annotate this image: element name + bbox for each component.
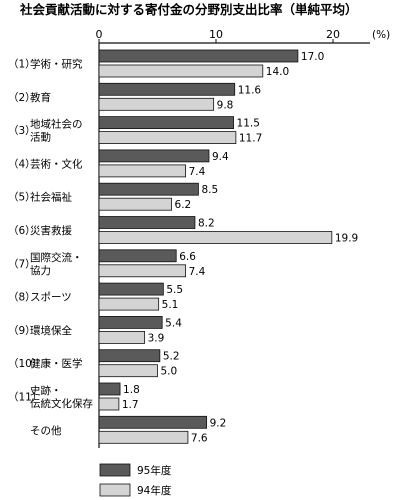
bar-value-label: 1.8 <box>123 384 140 396</box>
bar-value-label: 17.0 <box>301 51 324 63</box>
bar-95 <box>98 349 161 363</box>
legend-label: 94年度 <box>137 484 172 497</box>
bar-95 <box>98 282 164 296</box>
bar-value-label: 6.6 <box>179 251 196 263</box>
bar-value-label: 5.4 <box>165 317 182 329</box>
bar-value-label: 7.4 <box>189 266 206 278</box>
category-number: （11） <box>8 392 42 404</box>
x-tick-label: 0 <box>96 28 103 41</box>
bar-value-label: 5.0 <box>161 366 178 378</box>
bar-95 <box>98 116 234 129</box>
category-number: （10） <box>8 358 42 370</box>
bar-94 <box>98 397 120 411</box>
chart-title: 社会貢献活動に対する寄付金の分野別支出比率（単純平均） <box>19 2 358 17</box>
bar-value-label: 11.6 <box>238 84 262 96</box>
bar-95 <box>98 216 196 229</box>
bar-value-label: 7.6 <box>191 432 208 444</box>
legend-swatch <box>99 463 131 477</box>
bar-value-label: 19.9 <box>335 233 358 245</box>
x-tick-label: 10 <box>209 28 223 41</box>
bar-value-label: 7.4 <box>189 166 206 178</box>
bar-value-label: 8.5 <box>201 184 218 196</box>
bar-value-label: 5.5 <box>166 284 183 296</box>
category-number: （2） <box>8 92 36 104</box>
x-tick-label: 20 <box>326 28 340 41</box>
bar-94 <box>98 264 186 278</box>
bar-value-label: 11.7 <box>239 133 262 145</box>
legend-label: 95年度 <box>137 464 172 477</box>
category-label: 伝統文化保存 <box>30 397 93 410</box>
bar-95 <box>98 82 236 96</box>
bar-value-label: 11.5 <box>237 118 260 130</box>
bar-95 <box>98 315 163 329</box>
category-label: 社会福祉 <box>30 191 72 204</box>
bar-94 <box>98 231 333 244</box>
category-number: （6） <box>8 225 36 237</box>
bar-94 <box>98 131 237 145</box>
bar-value-label: 1.7 <box>122 399 139 411</box>
category-number: （5） <box>8 192 36 204</box>
bar-95 <box>98 249 177 263</box>
bar-95 <box>98 415 208 429</box>
category-label: 芸術・文化 <box>30 157 83 170</box>
category-label: 健康・医学 <box>30 357 83 370</box>
bar-94 <box>98 64 264 78</box>
bars-layer: 17.0 14.0 11.6 9.811.5 11.7 9.4 7.4 8.5 6.2 8.2 19… <box>98 49 358 444</box>
category-number: （8） <box>8 292 36 304</box>
bar-94 <box>98 330 146 344</box>
category-label: 教育 <box>30 91 51 104</box>
bar-value-label: 6.2 <box>175 199 192 211</box>
bar-94 <box>98 297 160 311</box>
bar-95 <box>98 382 121 396</box>
bar-value-label: 9.2 <box>210 417 227 429</box>
category-label: 学術・研究 <box>30 58 83 71</box>
category-label: 環境保全 <box>30 324 72 337</box>
bar-94 <box>98 364 158 378</box>
category-number: （9） <box>8 325 36 337</box>
bar-value-label: 5.1 <box>162 299 179 311</box>
unit-label: (%) <box>372 29 390 41</box>
bar-value-label: 9.8 <box>217 99 234 111</box>
category-number: （1） <box>8 59 36 71</box>
bar-value-label: 9.4 <box>212 151 229 163</box>
bar-value-label: 8.2 <box>198 218 215 230</box>
legend-swatch <box>99 483 131 497</box>
bar-94 <box>98 197 172 211</box>
category-label: 協力 <box>30 264 51 277</box>
category-label: 史跡・ <box>30 384 62 397</box>
category-number: （3） <box>8 125 36 137</box>
category-label: 国際交流・ <box>30 251 83 264</box>
bar-value-label: 3.9 <box>148 332 165 344</box>
category-number: （7） <box>8 258 36 270</box>
bar-94 <box>98 97 215 111</box>
bar-95 <box>98 182 199 196</box>
bar-95 <box>98 149 210 163</box>
category-label: 地域社会の <box>30 118 83 131</box>
category-label: その他 <box>30 424 62 437</box>
bar-94 <box>98 164 186 178</box>
category-number: （4） <box>8 158 36 170</box>
bar-value-label: 5.2 <box>163 351 180 363</box>
legend: 95年度 94年度 <box>99 463 172 497</box>
bar-94 <box>98 430 189 444</box>
category-label: スポーツ <box>30 292 72 304</box>
bar-95 <box>98 49 299 63</box>
category-label: 災害救援 <box>30 224 72 237</box>
bar-value-label: 14.0 <box>266 66 289 78</box>
category-label: 活動 <box>30 131 51 144</box>
